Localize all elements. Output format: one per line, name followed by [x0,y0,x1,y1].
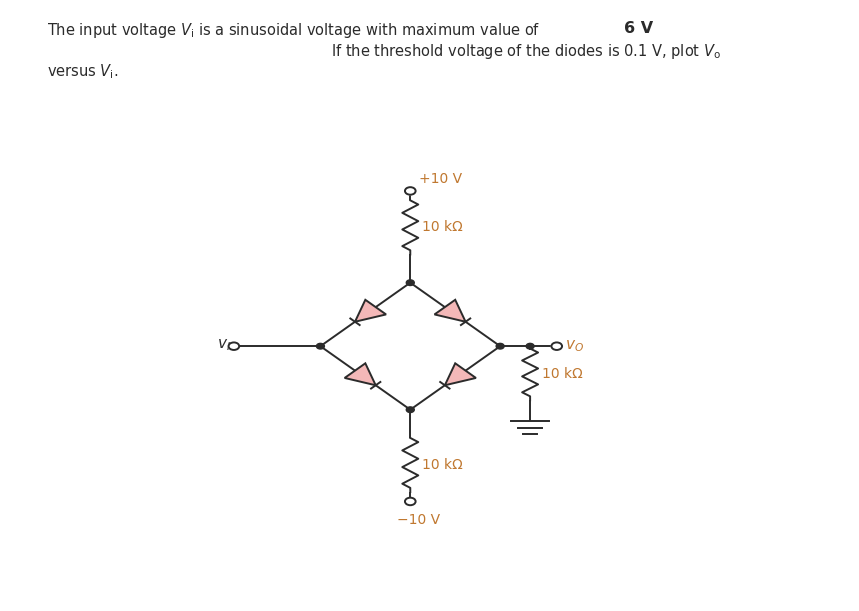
Circle shape [405,498,416,505]
Text: 10 kΩ: 10 kΩ [423,221,463,235]
Circle shape [526,343,534,349]
Circle shape [551,342,562,350]
Text: +10 V: +10 V [419,172,462,186]
Text: 10 kΩ: 10 kΩ [542,367,583,381]
Text: 6 V: 6 V [624,21,653,37]
Circle shape [316,343,325,349]
Circle shape [497,343,504,349]
Circle shape [405,187,416,195]
Text: 10 kΩ: 10 kΩ [423,458,463,472]
Polygon shape [435,300,466,322]
Circle shape [228,342,239,350]
Circle shape [406,280,414,285]
Text: The input voltage $V_{\rm i}$ is a sinusoidal voltage with maximum value of: The input voltage $V_{\rm i}$ is a sinus… [47,21,540,40]
Circle shape [406,407,414,412]
Polygon shape [445,364,476,386]
Text: If the threshold voltage of the diodes is 0.1 V, plot $V_{\rm o}$: If the threshold voltage of the diodes i… [331,42,721,60]
Text: $v_O$: $v_O$ [564,338,583,354]
Polygon shape [355,300,386,322]
Polygon shape [344,364,375,386]
Text: −10 V: −10 V [397,513,440,527]
Text: versus $V_{\rm i}$.: versus $V_{\rm i}$. [47,62,119,81]
Text: $v_I$: $v_I$ [216,337,230,353]
